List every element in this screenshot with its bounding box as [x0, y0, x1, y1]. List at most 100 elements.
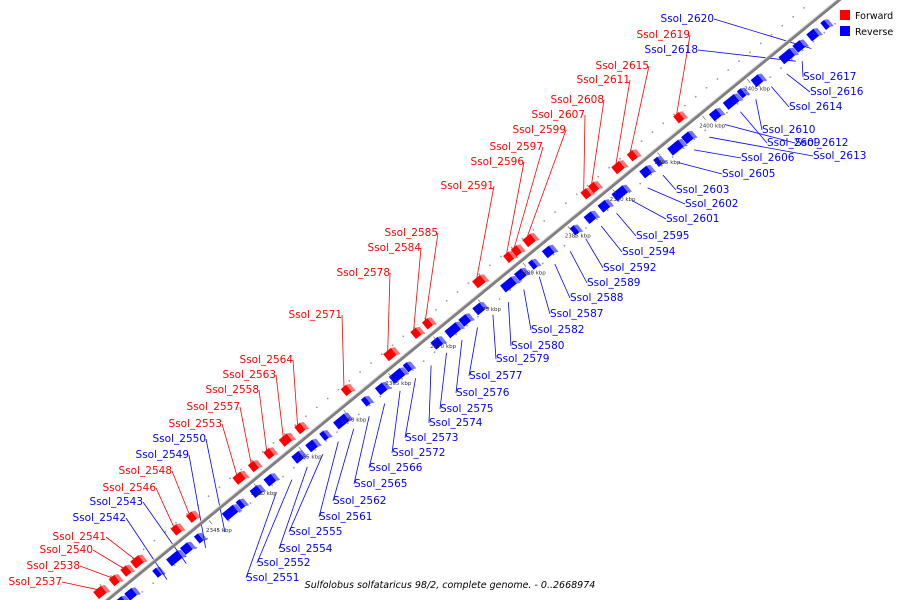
- reverse-gene[interactable]: [778, 47, 800, 65]
- reverse-gene-label[interactable]: Ssol_2550: [153, 433, 206, 445]
- reverse-gene-label[interactable]: Ssol_2554: [279, 543, 333, 555]
- reverse-gene-label[interactable]: Ssol_2555: [289, 526, 342, 538]
- reverse-gene[interactable]: [806, 28, 823, 42]
- reverse-gene[interactable]: [708, 107, 726, 122]
- reverse-gene[interactable]: [249, 484, 267, 499]
- reverse-gene-label[interactable]: Ssol_2576: [456, 387, 510, 399]
- reverse-gene-label[interactable]: Ssol_2573: [405, 432, 458, 444]
- reverse-gene[interactable]: [402, 361, 417, 373]
- forward-gene-label[interactable]: Ssol_2578: [337, 267, 390, 279]
- reverse-gene-label[interactable]: Ssol_2587: [550, 308, 603, 320]
- reverse-gene[interactable]: [458, 313, 475, 327]
- reverse-gene-label[interactable]: Ssol_2589: [587, 277, 640, 289]
- reverse-gene-label[interactable]: Ssol_2610: [762, 124, 815, 136]
- forward-gene-label[interactable]: Ssol_2608: [551, 94, 604, 106]
- reverse-gene[interactable]: [166, 549, 187, 567]
- reverse-gene[interactable]: [152, 566, 166, 578]
- forward-gene[interactable]: [611, 160, 629, 175]
- reverse-gene[interactable]: [221, 504, 243, 521]
- reverse-gene[interactable]: [500, 275, 521, 293]
- forward-gene-label[interactable]: Ssol_2553: [169, 418, 222, 430]
- forward-gene[interactable]: [93, 584, 111, 599]
- reverse-gene-label[interactable]: Ssol_2565: [354, 478, 407, 490]
- forward-gene[interactable]: [247, 460, 263, 473]
- forward-gene-label[interactable]: Ssol_2585: [385, 227, 438, 239]
- reverse-gene[interactable]: [291, 450, 308, 464]
- forward-gene-label[interactable]: Ssol_2596: [471, 156, 525, 168]
- reverse-gene[interactable]: [569, 224, 584, 236]
- forward-gene-label[interactable]: Ssol_2597: [490, 141, 543, 153]
- reverse-gene[interactable]: [528, 258, 542, 270]
- forward-gene[interactable]: [673, 111, 689, 124]
- forward-gene-label[interactable]: Ssol_2548: [119, 465, 172, 477]
- forward-gene-label[interactable]: Ssol_2537: [9, 576, 62, 588]
- reverse-gene[interactable]: [444, 321, 466, 339]
- reverse-gene-label[interactable]: Ssol_2612: [795, 137, 848, 149]
- reverse-gene[interactable]: [263, 473, 281, 487]
- reverse-gene[interactable]: [472, 301, 489, 316]
- reverse-gene-label[interactable]: Ssol_2601: [666, 213, 719, 225]
- reverse-gene[interactable]: [374, 381, 392, 396]
- forward-gene[interactable]: [278, 432, 297, 447]
- reverse-gene-label[interactable]: Ssol_2616: [810, 86, 864, 98]
- forward-gene[interactable]: [263, 447, 279, 460]
- reverse-gene-label[interactable]: Ssol_2542: [73, 512, 126, 524]
- reverse-gene[interactable]: [514, 267, 531, 282]
- forward-gene[interactable]: [626, 149, 642, 162]
- reverse-gene[interactable]: [583, 210, 601, 224]
- reverse-gene[interactable]: [722, 93, 744, 110]
- reverse-gene[interactable]: [333, 412, 354, 430]
- reverse-gene-label[interactable]: Ssol_2592: [603, 262, 656, 274]
- forward-gene[interactable]: [410, 326, 426, 339]
- reverse-gene-label[interactable]: Ssol_2552: [257, 557, 310, 569]
- reverse-gene-label[interactable]: Ssol_2613: [813, 150, 866, 162]
- forward-gene-label[interactable]: Ssol_2540: [40, 544, 93, 556]
- forward-gene-label[interactable]: Ssol_2584: [368, 242, 422, 254]
- reverse-gene-label[interactable]: Ssol_2579: [496, 353, 549, 365]
- forward-gene[interactable]: [120, 564, 136, 577]
- reverse-gene-label[interactable]: Ssol_2595: [636, 230, 689, 242]
- reverse-gene[interactable]: [124, 587, 141, 600]
- reverse-gene[interactable]: [667, 138, 688, 156]
- reverse-gene[interactable]: [430, 336, 448, 350]
- reverse-gene-label[interactable]: Ssol_2561: [319, 511, 372, 523]
- forward-gene[interactable]: [588, 181, 604, 194]
- reverse-gene[interactable]: [193, 532, 208, 544]
- reverse-gene[interactable]: [541, 244, 559, 259]
- reverse-gene-label[interactable]: Ssol_2562: [333, 495, 386, 507]
- reverse-gene-label[interactable]: Ssol_2588: [570, 292, 623, 304]
- reverse-gene-label[interactable]: Ssol_2603: [676, 184, 729, 196]
- reverse-gene[interactable]: [597, 199, 615, 213]
- forward-gene[interactable]: [130, 554, 148, 569]
- reverse-gene-label[interactable]: Ssol_2614: [789, 101, 843, 113]
- forward-gene-label[interactable]: Ssol_2611: [577, 74, 630, 86]
- reverse-gene[interactable]: [110, 595, 130, 600]
- reverse-gene-label[interactable]: Ssol_2577: [469, 370, 522, 382]
- reverse-gene-label[interactable]: Ssol_2618: [645, 44, 698, 56]
- reverse-gene-label[interactable]: Ssol_2574: [429, 417, 483, 429]
- forward-gene-label[interactable]: Ssol_2558: [206, 384, 259, 396]
- reverse-gene[interactable]: [388, 367, 410, 384]
- reverse-gene-label[interactable]: Ssol_2605: [722, 168, 775, 180]
- reverse-gene[interactable]: [180, 541, 197, 555]
- reverse-gene-label[interactable]: Ssol_2566: [369, 462, 423, 474]
- forward-gene-label[interactable]: Ssol_2557: [187, 401, 240, 413]
- reverse-gene[interactable]: [681, 130, 698, 145]
- reverse-gene-label[interactable]: Ssol_2572: [392, 447, 445, 459]
- reverse-gene-label[interactable]: Ssol_2580: [511, 340, 564, 352]
- forward-gene-label[interactable]: Ssol_2538: [27, 560, 80, 572]
- reverse-gene-label[interactable]: Ssol_2617: [803, 71, 856, 83]
- forward-gene[interactable]: [383, 347, 401, 362]
- forward-gene[interactable]: [503, 250, 519, 263]
- forward-gene-label[interactable]: Ssol_2571: [289, 309, 342, 321]
- forward-gene-label[interactable]: Ssol_2563: [223, 369, 276, 381]
- reverse-gene-label[interactable]: Ssol_2620: [661, 13, 714, 25]
- reverse-gene[interactable]: [639, 164, 656, 179]
- reverse-gene[interactable]: [792, 39, 810, 53]
- forward-gene[interactable]: [522, 233, 540, 248]
- reverse-gene[interactable]: [611, 184, 633, 202]
- reverse-gene-label[interactable]: Ssol_2602: [685, 198, 738, 210]
- reverse-gene[interactable]: [305, 438, 322, 453]
- forward-gene-label[interactable]: Ssol_2607: [532, 109, 585, 121]
- forward-gene[interactable]: [421, 317, 437, 330]
